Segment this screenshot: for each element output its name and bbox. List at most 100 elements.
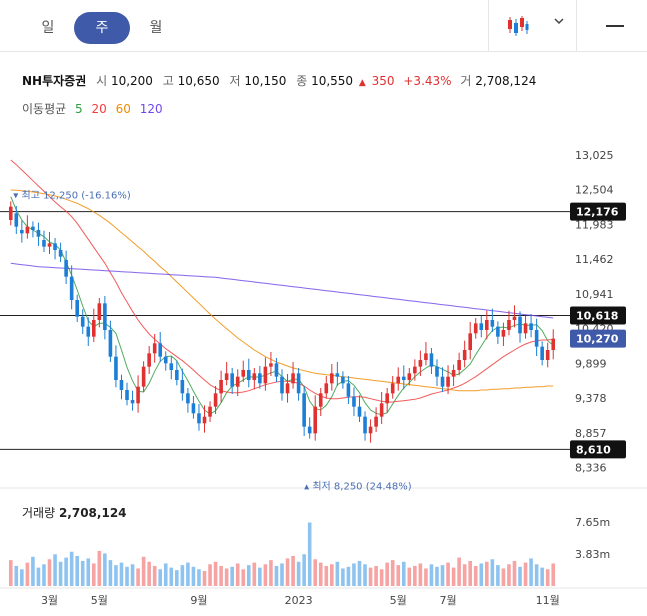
candle-body bbox=[103, 303, 107, 330]
candle-body bbox=[180, 380, 185, 394]
volume-bar bbox=[269, 560, 273, 586]
volume-bar bbox=[435, 566, 439, 586]
candle-body bbox=[324, 383, 329, 394]
candle-body bbox=[158, 343, 163, 357]
toolbar-divider bbox=[576, 0, 577, 52]
volume-bar bbox=[468, 560, 473, 586]
volume-bar bbox=[341, 568, 345, 586]
tab-monthly[interactable]: 월 bbox=[149, 20, 163, 36]
volume-bar bbox=[64, 557, 68, 586]
x-tick-label: 2023 bbox=[285, 594, 313, 607]
candle-body bbox=[213, 393, 218, 407]
volume-bar bbox=[47, 559, 52, 586]
candle-body bbox=[163, 356, 168, 364]
minus-icon[interactable] bbox=[606, 25, 624, 27]
open-value: 10,200 bbox=[110, 74, 153, 88]
change-percent: +3.43% bbox=[403, 74, 452, 88]
volume-bar bbox=[235, 563, 240, 586]
volume-value: 2,708,124 bbox=[475, 74, 537, 88]
volume-bar bbox=[507, 564, 511, 586]
ma-5[interactable]: 5 bbox=[75, 102, 83, 116]
volume-bar bbox=[551, 563, 556, 586]
candle-body bbox=[540, 346, 544, 360]
candle-body bbox=[175, 370, 179, 380]
candle-body bbox=[230, 373, 234, 387]
candle-body bbox=[130, 400, 135, 404]
current-price-label: 10,270 bbox=[576, 333, 619, 346]
tab-weekly[interactable]: 주 bbox=[74, 12, 130, 44]
volume-bar bbox=[8, 560, 13, 586]
volume-bar bbox=[208, 564, 212, 586]
volume-panel-value: 2,708,124 bbox=[58, 506, 127, 520]
volume-bar bbox=[291, 555, 295, 586]
high-annotation: ▾ 최고 12,250 (-16.16%) bbox=[13, 190, 131, 202]
candle-body bbox=[479, 323, 484, 330]
candle-body bbox=[485, 320, 489, 330]
candle-body bbox=[269, 363, 273, 367]
y-tick-label: 9,899 bbox=[575, 357, 607, 370]
volume-bar bbox=[20, 569, 24, 586]
volume-bar bbox=[385, 562, 389, 586]
tab-daily[interactable]: 일 bbox=[41, 20, 55, 36]
candle-body bbox=[97, 303, 102, 320]
volume-bar bbox=[379, 569, 384, 586]
volume-bar bbox=[512, 560, 517, 586]
candle-body bbox=[435, 366, 439, 377]
volume-bar bbox=[523, 562, 528, 586]
price-level-tag-label: 8,610 bbox=[576, 443, 611, 456]
candle-body bbox=[119, 380, 124, 390]
moving-average-legend: 이동평균 5 20 60 120 bbox=[22, 100, 168, 117]
volume-bar bbox=[473, 565, 478, 586]
candle-body bbox=[396, 376, 401, 384]
volume-bar bbox=[429, 564, 434, 586]
ma-120[interactable]: 120 bbox=[139, 102, 163, 116]
candle-body bbox=[418, 360, 423, 367]
high-value: 10,650 bbox=[177, 74, 220, 88]
volume-bar bbox=[114, 565, 118, 586]
ma-60[interactable]: 60 bbox=[115, 102, 131, 116]
volume-bar bbox=[540, 567, 544, 586]
candle-body bbox=[357, 406, 362, 417]
volume-bar bbox=[246, 565, 251, 586]
candle-body bbox=[114, 356, 118, 380]
volume-bar bbox=[418, 563, 423, 586]
volume-bar bbox=[363, 564, 367, 586]
candle-body bbox=[14, 213, 19, 227]
volume-tick-label: 7.65m bbox=[575, 516, 610, 529]
volume-tick-label: 3.83m bbox=[575, 548, 610, 561]
volume-bar bbox=[285, 558, 290, 586]
candle-body bbox=[446, 376, 450, 387]
ma-20[interactable]: 20 bbox=[91, 102, 107, 116]
volume-bar bbox=[130, 564, 135, 586]
candle-body bbox=[468, 333, 473, 350]
chevron-down-icon[interactable] bbox=[552, 14, 566, 28]
volume-bar bbox=[479, 563, 484, 586]
volume-bar bbox=[407, 567, 412, 586]
candle-body bbox=[529, 323, 533, 330]
candle-body bbox=[42, 240, 46, 247]
candle-body bbox=[58, 250, 63, 257]
candle-body bbox=[152, 343, 157, 354]
volume-bar bbox=[374, 565, 378, 586]
volume-bar bbox=[346, 566, 351, 586]
candle-body bbox=[8, 206, 13, 220]
volume-bar bbox=[103, 553, 107, 586]
current-price-tag bbox=[570, 329, 626, 348]
candle-body bbox=[202, 416, 207, 424]
volume-bar bbox=[368, 567, 373, 586]
volume-bar bbox=[97, 550, 102, 586]
volume-bar bbox=[213, 561, 218, 586]
volume-bar bbox=[462, 564, 467, 586]
candlestick-icon[interactable] bbox=[506, 14, 530, 38]
volume-bar bbox=[529, 558, 533, 586]
volume-bar bbox=[191, 566, 196, 586]
ma-line-60 bbox=[10, 189, 554, 392]
x-tick-label: 5월 bbox=[91, 594, 108, 607]
candle-body bbox=[285, 383, 290, 394]
candle-body bbox=[335, 373, 340, 377]
candle-body bbox=[496, 326, 500, 337]
volume-bar bbox=[136, 568, 140, 586]
candle-body bbox=[551, 338, 556, 350]
candle-body bbox=[252, 373, 257, 380]
